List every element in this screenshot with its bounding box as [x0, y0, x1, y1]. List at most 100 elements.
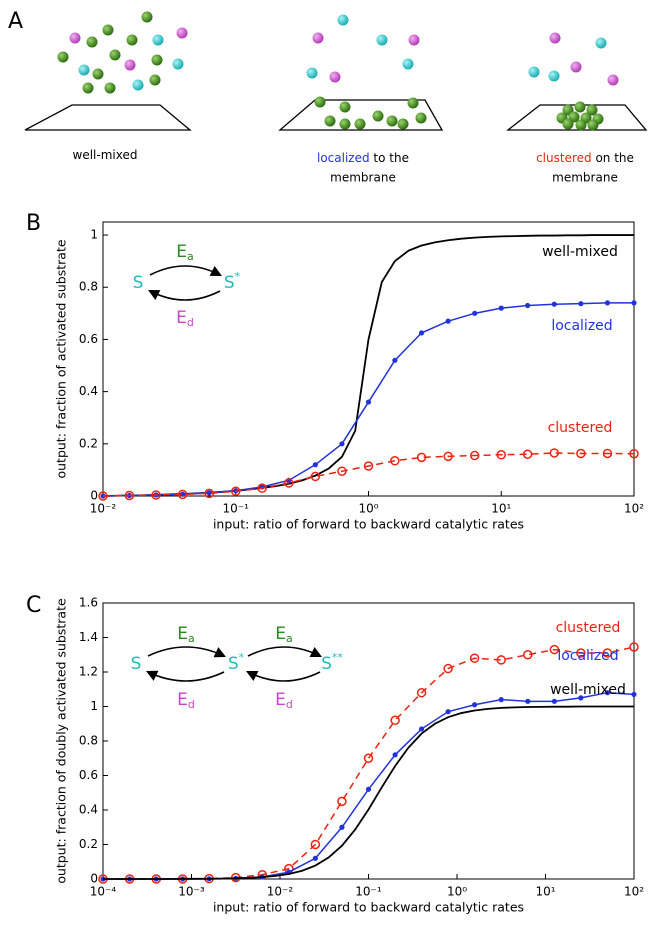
marker — [551, 698, 557, 704]
enzyme: Ea — [275, 624, 293, 645]
marker — [231, 486, 241, 497]
enzyme: Ea — [177, 624, 195, 645]
marker — [365, 786, 372, 792]
marker — [522, 449, 533, 459]
marker — [206, 490, 212, 496]
particles — [306, 14, 427, 130]
caption-highlight: well-mixed — [73, 148, 138, 162]
y-tick-label: 0.4 — [79, 803, 98, 817]
marker — [496, 450, 506, 460]
enzyme-part: E — [275, 624, 286, 644]
species-part: S — [224, 273, 235, 293]
marker — [337, 466, 347, 476]
enzyme-part: d — [286, 698, 293, 711]
panel-label: C — [26, 593, 41, 618]
marker — [312, 855, 318, 861]
caption: clustered on the — [536, 151, 634, 165]
series-label: clustered — [548, 420, 613, 436]
caption: well-mixed — [73, 148, 138, 162]
membrane — [24, 104, 192, 131]
marker — [629, 642, 639, 652]
y-axis-label: output: fraction of doubly activated sub… — [54, 598, 69, 884]
caption: membrane — [552, 171, 618, 185]
enzyme-part: E — [275, 690, 286, 710]
marker — [365, 399, 372, 405]
x-tick-label: 10⁻² — [267, 885, 294, 899]
marker — [445, 318, 451, 324]
marker — [151, 490, 161, 500]
marker — [310, 471, 321, 482]
arrow — [147, 646, 227, 658]
enzyme-part: a — [188, 632, 195, 645]
enzyme-part: E — [177, 690, 188, 710]
marker — [390, 456, 400, 466]
marker — [284, 478, 294, 488]
enzyme-part: d — [188, 698, 195, 711]
marker — [98, 491, 108, 501]
arrow — [145, 670, 225, 682]
marker — [578, 695, 584, 701]
marker — [339, 441, 345, 447]
arrow — [149, 265, 222, 277]
marker — [469, 450, 480, 461]
membrane — [278, 99, 444, 131]
marker — [629, 448, 639, 459]
marker — [523, 650, 533, 660]
species: S — [133, 273, 144, 293]
species-part: S — [228, 654, 239, 674]
marker — [525, 302, 531, 309]
particles — [57, 11, 188, 94]
x-tick-label: 10⁰ — [358, 502, 378, 516]
marker — [551, 301, 557, 307]
enzyme: Ed — [177, 690, 195, 711]
y-tick-label: 0.6 — [79, 768, 98, 782]
series-label: clustered — [556, 620, 621, 636]
scene-clustered — [506, 32, 648, 131]
species: S — [131, 654, 142, 674]
marker — [549, 448, 560, 458]
y-tick-label: 0.6 — [79, 332, 98, 346]
x-axis-label: input: ratio of forward to backward cata… — [213, 900, 524, 915]
marker — [443, 451, 453, 462]
x-tick-label: 10² — [624, 502, 644, 516]
y-tick-label: 0.2 — [79, 837, 98, 851]
marker — [392, 357, 398, 363]
arrow — [245, 670, 321, 682]
marker — [418, 330, 425, 336]
y-tick-label: 1.6 — [79, 596, 98, 610]
species: S** — [321, 651, 343, 674]
series-line — [103, 705, 634, 880]
marker — [631, 300, 637, 306]
series-label: localized — [551, 318, 612, 334]
plot-frame — [102, 221, 635, 497]
x-tick-label: 10⁻¹ — [355, 885, 382, 899]
x-tick-label: 10¹ — [491, 502, 511, 516]
marker — [549, 644, 560, 655]
y-tick-label: 1.4 — [79, 630, 98, 644]
enzyme-part: d — [187, 316, 194, 329]
marker — [472, 310, 478, 316]
marker — [498, 305, 504, 311]
y-tick-label: 0 — [90, 489, 98, 503]
marker — [469, 653, 480, 663]
marker — [445, 709, 451, 715]
y-tick-label: 0.2 — [79, 436, 98, 450]
marker — [204, 488, 214, 499]
x-tick-label: 10⁰ — [447, 885, 467, 899]
series-label: well-mixed — [542, 244, 618, 260]
membrane — [506, 104, 648, 131]
caption-text: on the — [595, 151, 633, 165]
marker — [498, 697, 504, 703]
y-tick-label: 0.4 — [79, 384, 98, 398]
particles — [528, 32, 619, 131]
marker — [604, 300, 611, 306]
marker — [257, 483, 267, 493]
marker — [416, 452, 427, 463]
marker — [180, 491, 186, 497]
marker — [390, 715, 400, 726]
y-tick-label: 0 — [90, 872, 98, 886]
marker — [124, 490, 135, 501]
enzyme: Ed — [176, 308, 194, 329]
marker — [363, 461, 374, 471]
